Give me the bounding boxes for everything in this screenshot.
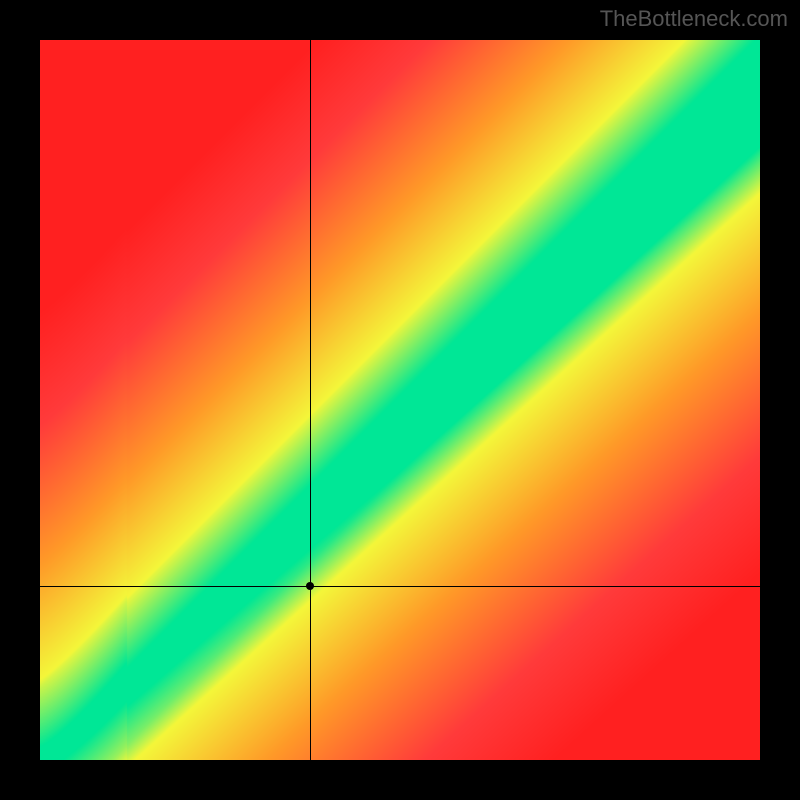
crosshair-horizontal [40,586,760,587]
heatmap-canvas [40,40,760,760]
watermark-text: TheBottleneck.com [600,6,788,32]
marker-dot [306,582,314,590]
plot-area [40,40,760,760]
crosshair-vertical [310,40,311,760]
chart-container: TheBottleneck.com [0,0,800,800]
